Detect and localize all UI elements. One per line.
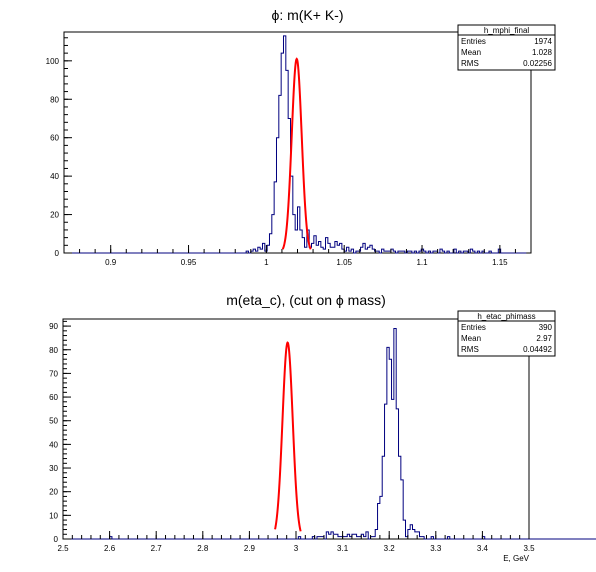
stats-value-rms: 0.04492 bbox=[523, 345, 552, 354]
x-tick-label: 2.7 bbox=[151, 544, 163, 553]
x-tick-label: 3 bbox=[294, 544, 299, 553]
histogram-series bbox=[64, 35, 527, 254]
x-tick-label: 2.9 bbox=[244, 544, 256, 553]
stats-value-entries: 1974 bbox=[534, 37, 552, 46]
stats-box-name: h_mphi_final bbox=[484, 26, 530, 35]
histogram-series bbox=[63, 327, 596, 540]
x-tick-label: 2.5 bbox=[57, 544, 69, 553]
stats-box-frame bbox=[457, 24, 556, 71]
x-axis-ticks: 0.9 0.95 1 1.05 1.1 1.15 bbox=[63, 245, 532, 267]
stats-box-frame bbox=[457, 310, 556, 357]
stats-value-entries: 390 bbox=[539, 323, 553, 332]
y-tick-label: 70 bbox=[49, 369, 58, 378]
y-tick-label: 0 bbox=[54, 535, 59, 544]
stats-label-mean: Mean bbox=[461, 334, 481, 343]
y-tick-label: 100 bbox=[46, 57, 60, 66]
y-tick-label: 60 bbox=[49, 393, 58, 402]
y-tick-label: 60 bbox=[50, 134, 59, 143]
fit-curve bbox=[274, 341, 302, 532]
x-tick-label: 2.6 bbox=[104, 544, 116, 553]
chart-panel-phi: ϕ: m(K+ K-) 0.9 0.95 1 1.05 1.1 1.15 0 20 40 60 8… bbox=[46, 7, 556, 267]
fit-curve bbox=[281, 57, 312, 250]
y-tick-label: 40 bbox=[50, 172, 59, 181]
y-axis-ticks: 0 20 40 60 80 100 bbox=[46, 37, 72, 258]
x-tick-label: 3.4 bbox=[477, 544, 489, 553]
x-tick-label: 2.8 bbox=[197, 544, 209, 553]
y-tick-label: 20 bbox=[49, 488, 58, 497]
x-tick-label: 3.3 bbox=[430, 544, 442, 553]
x-axis-ticks: 2.5 2.6 2.7 2.8 2.9 3 3.1 3.2 3.3 3.4 3.5 bbox=[57, 531, 535, 553]
y-tick-label: 10 bbox=[49, 511, 58, 520]
x-tick-label: 0.9 bbox=[105, 258, 117, 267]
y-tick-label: 80 bbox=[49, 346, 58, 355]
x-tick-label: 1.15 bbox=[492, 258, 508, 267]
stats-value-rms: 0.02256 bbox=[523, 59, 552, 68]
x-axis-label: E, GeV bbox=[503, 554, 529, 563]
stats-label-entries: Entries bbox=[461, 323, 486, 332]
chart-title: ϕ: m(K+ K-) bbox=[271, 7, 343, 23]
stats-value-mean: 1.028 bbox=[532, 48, 553, 57]
y-tick-label: 20 bbox=[50, 211, 59, 220]
stats-box: h_mphi_final Entries 1974 Mean 1.028 RMS… bbox=[457, 24, 556, 71]
x-tick-label: 3.5 bbox=[523, 544, 535, 553]
x-tick-label: 1.1 bbox=[416, 258, 428, 267]
y-tick-label: 40 bbox=[49, 440, 58, 449]
y-tick-label: 0 bbox=[55, 249, 60, 258]
x-tick-label: 1.05 bbox=[336, 258, 352, 267]
x-tick-label: 1 bbox=[264, 258, 269, 267]
y-tick-label: 50 bbox=[49, 417, 58, 426]
stats-box-name: h_etac_phimass bbox=[477, 312, 535, 321]
x-tick-label: 3.1 bbox=[337, 544, 349, 553]
y-tick-label: 90 bbox=[49, 322, 58, 331]
x-tick-label: 3.2 bbox=[384, 544, 396, 553]
stats-label-mean: Mean bbox=[461, 48, 481, 57]
stats-box: h_etac_phimass Entries 390 Mean 2.97 RMS… bbox=[457, 310, 556, 357]
y-tick-label: 30 bbox=[49, 464, 58, 473]
y-tick-label: 80 bbox=[50, 95, 59, 104]
chart-title: m(eta_c), (cut on ϕ mass) bbox=[226, 292, 386, 308]
chart-panel-etac: m(eta_c), (cut on ϕ mass) 2.5 2.6 2.7 2.8 2.… bbox=[49, 292, 596, 563]
x-tick-label: 0.95 bbox=[181, 258, 197, 267]
stats-value-mean: 2.97 bbox=[536, 334, 552, 343]
stats-label-rms: RMS bbox=[461, 345, 479, 354]
stats-label-entries: Entries bbox=[461, 37, 486, 46]
y-axis-ticks: 0 10 20 30 40 50 60 70 80 90 bbox=[49, 320, 71, 544]
stats-label-rms: RMS bbox=[461, 59, 479, 68]
